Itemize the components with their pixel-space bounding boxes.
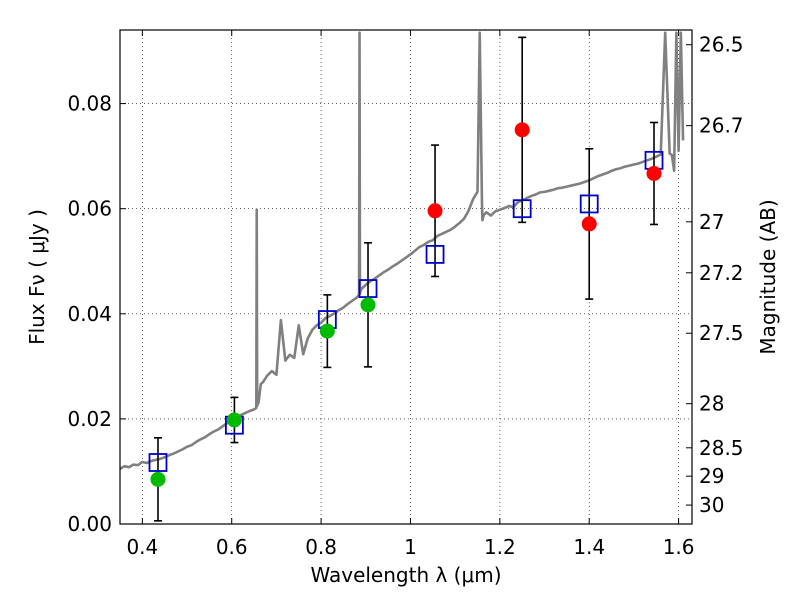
- right-tick-label: 26.7: [699, 114, 744, 138]
- green-point: [150, 471, 166, 487]
- right-tick-label: 27.2: [699, 261, 744, 285]
- y-tick-label: 0.08: [67, 92, 112, 116]
- right-tick-label: 27.5: [699, 321, 744, 345]
- model-point: [512, 199, 532, 219]
- markers: [148, 122, 664, 487]
- spectrum-layer: [120, 31, 685, 470]
- tick-labels: 0.4 0.6 0.8 1 1.2 1.4 1.6 0.00 0.02 0.04 0.06 0.08 2…: [67, 33, 743, 559]
- plot-frame: [119, 29, 693, 525]
- x-tick-label: 1: [404, 535, 417, 559]
- x-tick-label: 1.2: [484, 535, 516, 559]
- red-point: [514, 122, 530, 138]
- red-point: [581, 216, 597, 232]
- model-point: [579, 194, 599, 214]
- red-point: [646, 165, 662, 181]
- y-tick-label: 0.02: [67, 407, 112, 431]
- right-tick-label: 29: [699, 464, 724, 488]
- right-tick-label: 27: [699, 210, 724, 234]
- green-point: [319, 323, 335, 339]
- x-tick-label: 0.6: [216, 535, 248, 559]
- grid: [120, 30, 692, 525]
- model-point: [148, 453, 168, 472]
- ticks: [120, 30, 692, 525]
- x-axis-title: Wavelength λ (μm): [310, 563, 501, 587]
- x-tick-label: 1.6: [663, 535, 695, 559]
- green-point: [360, 297, 376, 313]
- errorbars: [153, 36, 659, 522]
- spectrum-line: [120, 31, 685, 470]
- right-tick-label: 28: [699, 392, 724, 416]
- right-tick-label: 30: [699, 493, 724, 517]
- x-tick-label: 1.4: [573, 535, 605, 559]
- green-point: [226, 412, 242, 428]
- y-tick-label: 0.06: [67, 197, 112, 221]
- right-tick-label: 26.5: [699, 33, 744, 57]
- model-point: [425, 245, 445, 264]
- x-tick-label: 0.4: [126, 535, 158, 559]
- right-tick-label: 28.5: [699, 436, 744, 460]
- red-point: [427, 203, 443, 219]
- x-tick-label: 0.8: [305, 535, 337, 559]
- right-axis-title: Magnitude (AB): [756, 199, 780, 354]
- y-axis-title: Flux Fν ( μJy ): [25, 209, 49, 345]
- y-tick-label: 0.04: [67, 302, 112, 326]
- model-point: [358, 279, 378, 298]
- y-tick-label: 0.00: [67, 512, 112, 536]
